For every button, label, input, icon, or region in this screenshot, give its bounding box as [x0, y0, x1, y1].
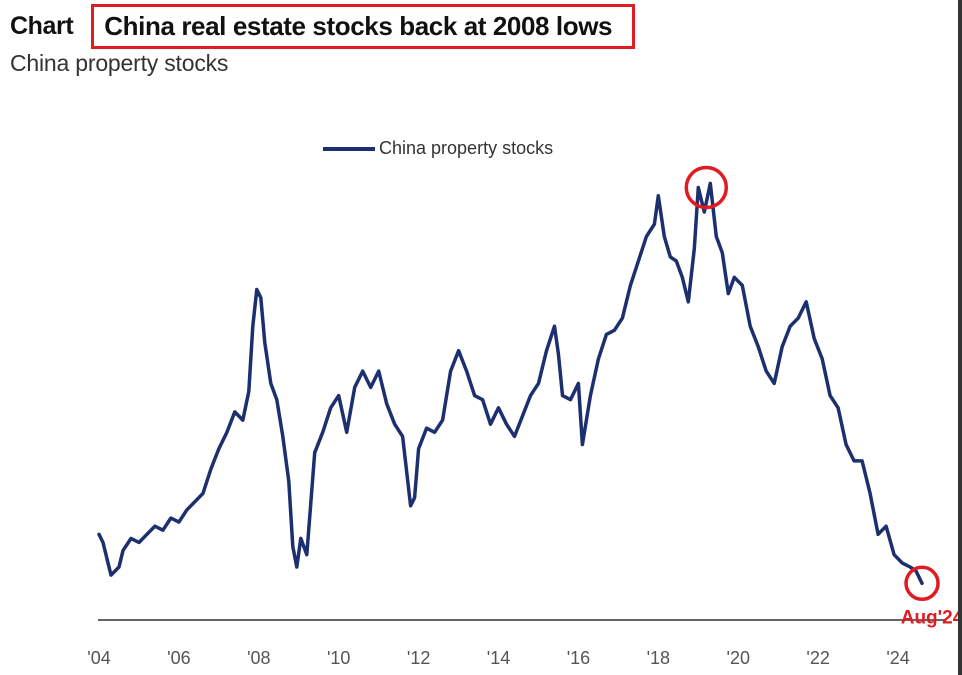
- x-tick-label: '06: [167, 648, 190, 668]
- chart-label: Chart: [10, 11, 74, 40]
- x-tick-label: '22: [806, 648, 829, 668]
- legend: China property stocks: [323, 138, 553, 159]
- x-tick-labels: '04 '06 '08 '10 '12 '14 '16 '18 '20 '22 '24: [87, 648, 910, 668]
- chart-header: Chart China real estate stocks back at 2…: [10, 3, 636, 49]
- x-tick-label: '14: [487, 648, 510, 668]
- highlight-circles: Aug'24: [684, 165, 962, 628]
- chart-subtitle: China property stocks: [10, 50, 229, 76]
- series-line-china-property-stocks: [97, 181, 924, 586]
- chart-title: China real estate stocks back at 2008 lo…: [91, 3, 636, 49]
- x-tick-label: '10: [327, 648, 350, 668]
- x-tick-label: '08: [247, 648, 270, 668]
- highlight-circle: [904, 565, 940, 602]
- x-tick-label: '04: [87, 648, 110, 668]
- x-tick-label: '24: [886, 648, 909, 668]
- x-tick-label: '16: [567, 648, 590, 668]
- legend-label: China property stocks: [379, 138, 554, 158]
- x-tick-label: '12: [407, 648, 430, 668]
- x-tick-label: '18: [647, 648, 670, 668]
- legend-swatch: [323, 146, 375, 151]
- latest-point-label: Aug'24: [901, 607, 962, 628]
- highlight-circle: [684, 165, 729, 210]
- right-edge-rule: [958, 0, 962, 675]
- x-tick-label: '20: [727, 648, 750, 668]
